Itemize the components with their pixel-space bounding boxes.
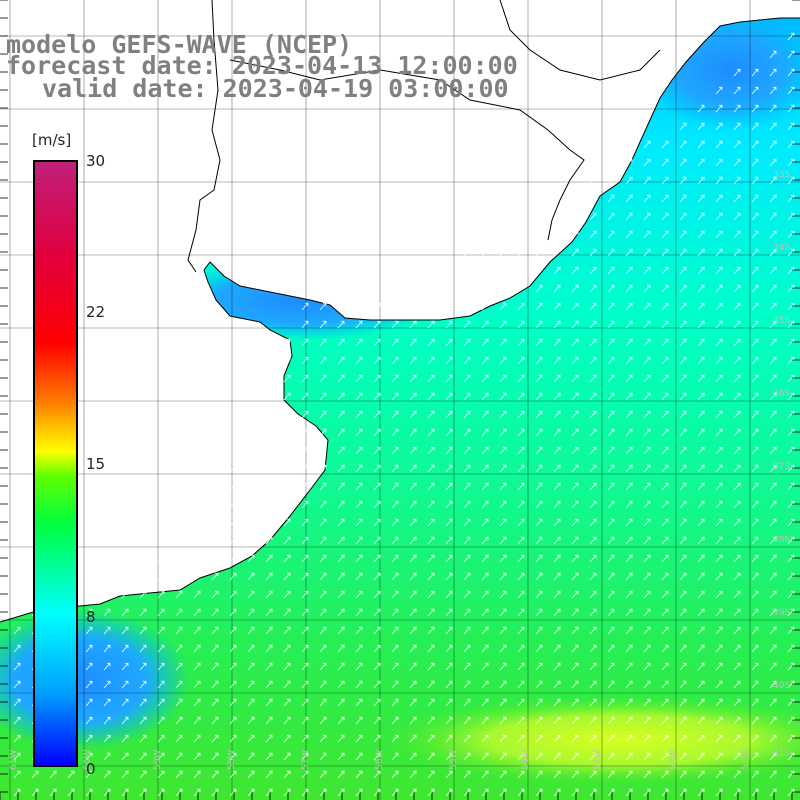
lon-label: 54W — [521, 750, 531, 770]
lon-label: 55W — [449, 750, 459, 770]
lon-label: 56W — [375, 750, 385, 770]
lat-label: 40S — [773, 681, 790, 691]
lon-label: 59W — [153, 750, 163, 770]
lat-label: 39S — [773, 608, 790, 618]
lon-label: 60W — [83, 750, 93, 770]
lon-label: 57W — [301, 750, 311, 770]
title-model: modelo GEFS-WAVE (NCEP) — [6, 30, 353, 59]
lat-label: 41S — [773, 749, 790, 759]
colorbar-unit: [m/s] — [32, 131, 72, 149]
lon-label: 53W — [593, 750, 603, 770]
lon-label: 58W — [227, 750, 237, 770]
colorbar-tick-30: 30 — [86, 152, 106, 170]
title-forecast-date: forecast date: 2023-04-13 12:00:00 — [6, 51, 518, 80]
colorbar-tick-22: 22 — [86, 303, 106, 321]
lat-label: 37S — [773, 462, 790, 472]
colorbar-tick-15: 15 — [86, 455, 106, 473]
lat-label: 34S — [773, 243, 790, 253]
lon-label: 51W — [741, 750, 751, 770]
colorbar — [33, 160, 78, 767]
lat-label: 38S — [773, 535, 790, 545]
lon-label: 52W — [669, 750, 679, 770]
lat-label: 35S — [773, 316, 790, 326]
lon-label: 61W — [9, 750, 19, 770]
lat-label: 33S — [773, 170, 790, 180]
colorbar-tick-8: 8 — [86, 608, 96, 626]
colorbar-tick-0: 0 — [86, 760, 96, 778]
lat-label: 36S — [773, 389, 790, 399]
title-valid-date: valid date: 2023-04-19 03:00:00 — [42, 74, 509, 103]
